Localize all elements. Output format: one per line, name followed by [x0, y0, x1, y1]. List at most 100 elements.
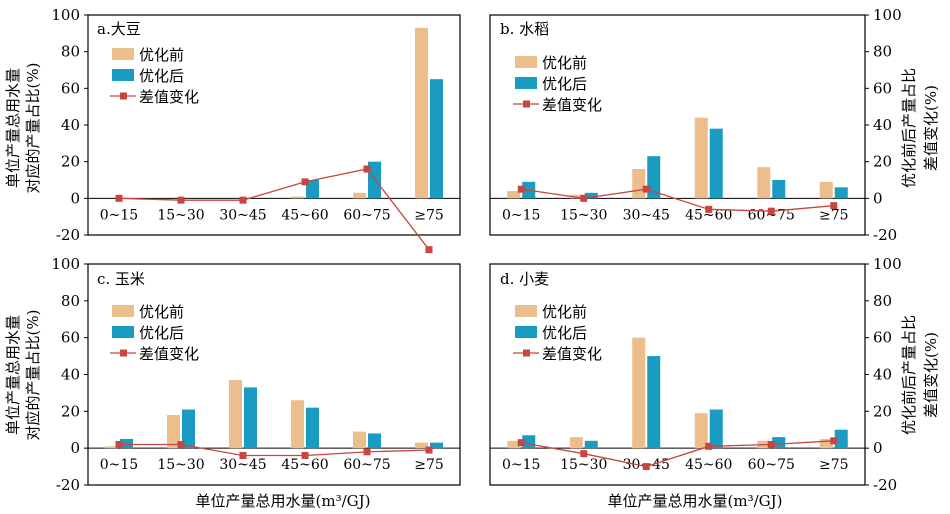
xlabel-right: 单位产量总用水量(m³/GJ)	[608, 492, 783, 510]
panel-title: a.大豆	[97, 20, 141, 38]
legend-swatch-after	[112, 69, 134, 81]
y-tick-label: 20	[873, 402, 892, 420]
diff-marker	[642, 463, 650, 471]
right-ylabel-top-line1: 优化前后产量占比	[900, 68, 918, 188]
diff-line	[119, 443, 430, 457]
y-tick-label: 100	[873, 255, 902, 273]
y-tick-label: 60	[873, 329, 892, 347]
bar-after	[709, 409, 723, 449]
plot-frame	[489, 14, 866, 236]
diff-marker	[425, 246, 433, 254]
legend-marker-diff	[523, 349, 530, 357]
bar-before	[819, 181, 833, 199]
bar-after	[430, 79, 443, 199]
plot-frame	[489, 263, 866, 486]
diff-line	[521, 188, 834, 212]
x-tick-label: ≥75	[819, 207, 849, 223]
bar-before	[507, 440, 521, 449]
left-ylabel-bottom-line1: 单位产量总用水量	[4, 315, 22, 435]
bar-before	[353, 431, 366, 449]
x-tick-label: ≥75	[819, 457, 849, 473]
legend-label-diff: 差值变化	[542, 96, 602, 114]
chart-panel: -200204060801000~1515~3030~4545~6060~75≥…	[489, 255, 902, 494]
x-tick-label: 15~30	[157, 207, 204, 223]
legend-marker-diff	[120, 92, 127, 100]
y-tick-label: 40	[61, 116, 80, 134]
bar-after	[709, 128, 723, 199]
bar-before	[507, 191, 521, 199]
y-tick-label: 80	[873, 43, 892, 61]
diff-marker	[580, 194, 588, 202]
diff-marker	[830, 437, 838, 445]
left-ylabel-top-line2: 对应的产量占比(%)	[24, 63, 42, 194]
bar-after	[772, 437, 786, 449]
bar-after	[182, 409, 195, 449]
diff-marker	[517, 439, 525, 447]
legend-label-before: 优化前	[542, 303, 587, 321]
x-tick-label: 45~60	[685, 207, 732, 223]
diff-marker	[363, 448, 371, 456]
bar-after	[368, 433, 381, 449]
bar-after	[120, 438, 133, 449]
y-tick-label: 20	[61, 402, 80, 420]
bar-before	[694, 117, 708, 199]
legend-swatch-after	[515, 326, 537, 338]
diff-marker	[239, 196, 247, 204]
right-ylabel-bottom-line2: 差值变化(%)	[922, 332, 940, 418]
diff-marker	[115, 194, 123, 202]
bar-after	[772, 180, 786, 199]
x-tick-label: 0~15	[502, 457, 540, 473]
y-tick-label: 0	[70, 189, 80, 207]
bar-after	[834, 429, 848, 449]
x-tick-label: 60~75	[748, 457, 795, 473]
y-tick-label: 60	[61, 329, 80, 347]
x-tick-label: 15~30	[560, 207, 607, 223]
legend-swatch-after	[515, 77, 537, 89]
diff-marker	[830, 202, 838, 210]
y-tick-label: -20	[56, 226, 80, 244]
x-tick-label: 0~15	[100, 207, 138, 223]
legend-swatch-before	[112, 48, 134, 60]
x-tick-label: 15~30	[157, 457, 204, 473]
legend-label-before: 优化前	[139, 303, 184, 321]
diff-line	[118, 168, 430, 251]
bar-after	[647, 156, 661, 199]
diff-marker	[705, 442, 713, 450]
xlabel-left: 单位产量总用水量(m³/GJ)	[196, 492, 371, 510]
y-tick-label: 40	[873, 366, 892, 384]
left-ylabel-bottom-line2: 对应的产量占比(%)	[24, 310, 42, 441]
bar-before	[167, 415, 180, 449]
legend-swatch-after	[112, 326, 134, 338]
y-tick-label: 60	[61, 79, 80, 97]
x-tick-label: ≥75	[414, 207, 444, 223]
panel-title: d. 小麦	[500, 270, 549, 288]
y-tick-label: 80	[873, 292, 892, 310]
y-tick-label: 100	[51, 6, 80, 24]
legend-label-after: 优化后	[542, 75, 587, 93]
y-tick-label: 0	[873, 189, 883, 207]
legend-label-diff: 差值变化	[542, 345, 602, 363]
bar-before	[569, 437, 583, 449]
bar-after	[430, 442, 443, 449]
y-tick-label: 40	[61, 366, 80, 384]
legend-marker-diff	[523, 100, 530, 108]
y-tick-label: -20	[56, 476, 80, 494]
bar-before	[353, 192, 366, 199]
bar-before	[694, 413, 708, 449]
diff-marker	[425, 446, 433, 454]
right-ylabel-bottom-line1: 优化前后产量占比	[900, 315, 918, 435]
diff-marker	[767, 440, 775, 448]
bar-after	[368, 161, 381, 199]
legend-label-after: 优化后	[542, 324, 587, 342]
legend-swatch-before	[515, 56, 537, 68]
y-tick-label: 20	[873, 153, 892, 171]
y-tick-label: -20	[873, 476, 897, 494]
bar-before	[632, 169, 646, 199]
x-tick-label: 30~45	[219, 207, 266, 223]
panel-title: c. 玉米	[97, 270, 145, 288]
legend-label-diff: 差值变化	[139, 88, 199, 106]
bar-before	[291, 400, 304, 449]
legend-swatch-before	[515, 305, 537, 317]
bar-after	[306, 180, 319, 199]
